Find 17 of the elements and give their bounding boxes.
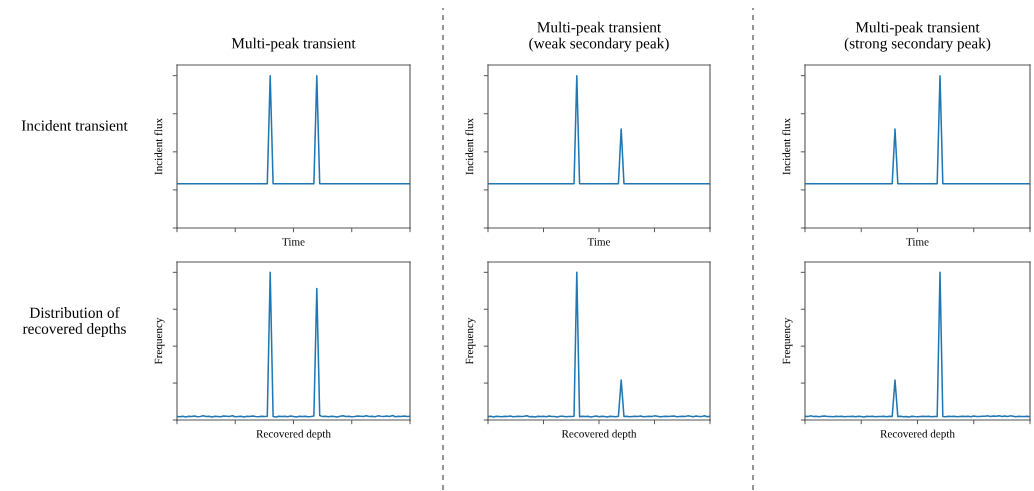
- y-axis-title: Frequency: [782, 317, 793, 365]
- x-axis-title: Time: [282, 238, 305, 246]
- text: Distribution of recovered depths: [22, 306, 126, 337]
- x-axis-title: Recovered depth: [880, 429, 955, 440]
- y-axis-title: Incident flux: [465, 118, 474, 175]
- x-axis-title: Time: [587, 238, 611, 246]
- chart-title: Multi-peak transient (weak secondary peak): [529, 21, 669, 52]
- x-axis-title: Recovered depth: [561, 429, 637, 440]
- x-axis-title: Time: [906, 238, 929, 246]
- y-axis-title: Incident flux: [782, 118, 791, 175]
- y-axis-title: Frequency: [465, 317, 476, 365]
- text: Incident transient: [21, 120, 128, 131]
- chart-title: Multi-peak transient: [231, 37, 356, 52]
- y-axis-title: Incident flux: [154, 118, 163, 175]
- x-axis-title: Recovered depth: [256, 429, 331, 440]
- chart-title: Multi-peak transient (strong secondary peak): [844, 21, 991, 52]
- y-axis-title: Frequency: [154, 317, 165, 365]
